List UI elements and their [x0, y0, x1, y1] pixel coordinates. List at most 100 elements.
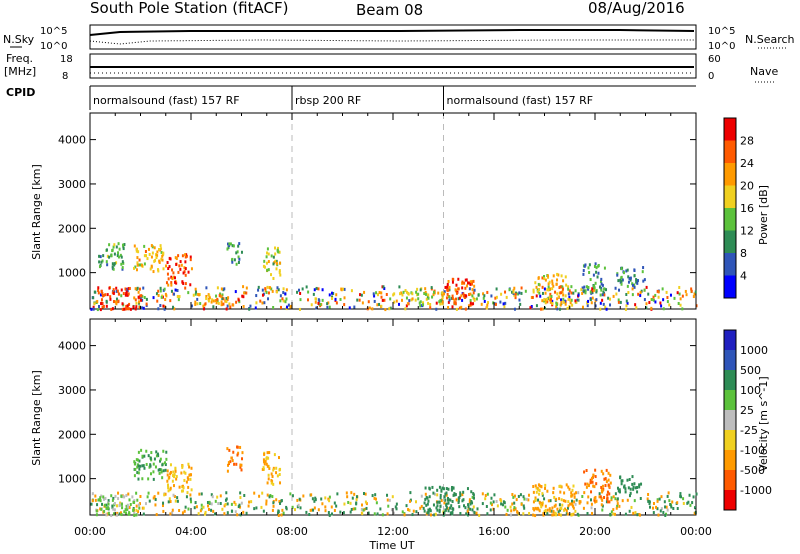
echo-speckle [476, 507, 479, 511]
echo-speckle [612, 495, 615, 499]
echo-cell [125, 504, 128, 508]
y-tick-label: 2000 [58, 222, 86, 235]
echo-cell [623, 484, 626, 488]
echo-cell [266, 251, 269, 255]
x-tick-label: 20:00 [579, 525, 611, 538]
echo-cell [438, 300, 441, 304]
echo-cell [164, 463, 167, 467]
echo-speckle [512, 290, 515, 294]
echo-speckle [646, 497, 649, 501]
echo-cell [95, 513, 98, 517]
echo-cell [263, 259, 266, 263]
echo-cell [624, 487, 627, 491]
echo-speckle [167, 500, 170, 504]
echo-cell [559, 303, 562, 307]
power-colorbar-swatch [724, 208, 736, 231]
echo-cell [447, 498, 450, 502]
echo-speckle [624, 512, 627, 516]
echo-cell [532, 490, 535, 494]
echo-cell [271, 474, 274, 478]
echo-cell [443, 292, 446, 296]
echo-cell [471, 501, 474, 505]
echo-cell [96, 299, 99, 303]
echo-cell [638, 485, 641, 489]
echo-speckle [142, 306, 145, 310]
echo-speckle [535, 294, 538, 298]
echo-cell [643, 278, 646, 282]
echo-speckle [673, 296, 676, 300]
echo-speckle [679, 494, 682, 498]
echo-cell [166, 261, 169, 265]
echo-cell [189, 477, 192, 481]
echo-cell [179, 267, 182, 271]
echo-cell [587, 287, 590, 291]
echo-cell [157, 454, 160, 458]
power-colorbar-swatch [724, 163, 736, 186]
echo-speckle [685, 293, 688, 297]
echo-cell [140, 294, 143, 298]
echo-cell [112, 291, 115, 295]
echo-cell [629, 278, 632, 282]
echo-speckle [691, 501, 694, 505]
echo-speckle [281, 508, 284, 512]
echo-speckle [219, 494, 222, 498]
echo-cell [593, 286, 596, 290]
echo-speckle [610, 498, 613, 502]
echo-cell [118, 247, 121, 251]
echo-speckle [144, 502, 147, 506]
echo-cell [629, 491, 632, 495]
echo-cell [544, 504, 547, 508]
echo-speckle [648, 500, 651, 504]
cpid-segment-label: rbsp 200 RF [295, 94, 361, 107]
echo-speckle [96, 503, 99, 507]
echo-cell [147, 247, 150, 251]
echo-speckle [362, 492, 365, 496]
echo-cell [632, 485, 635, 489]
echo-cell [99, 499, 102, 503]
echo-cell [535, 507, 538, 511]
echo-speckle [669, 502, 672, 506]
echo-cell [165, 264, 168, 268]
echo-speckle [314, 498, 317, 502]
echo-speckle [171, 508, 174, 512]
echo-speckle [365, 502, 368, 506]
echo-speckle [457, 499, 460, 503]
echo-cell [263, 265, 266, 269]
echo-speckle [447, 305, 450, 309]
echo-cell [98, 260, 101, 264]
echo-speckle [276, 286, 279, 290]
echo-cell [226, 469, 229, 473]
echo-cell [275, 471, 278, 475]
echo-cell [555, 282, 558, 286]
echo-cell [167, 489, 170, 493]
echo-cell [424, 290, 427, 294]
echo-cell [423, 501, 426, 505]
echo-speckle [157, 289, 160, 293]
echo-cell [560, 285, 563, 289]
echo-cell [128, 498, 131, 502]
echo-speckle [639, 496, 642, 500]
echo-speckle [169, 512, 172, 516]
echo-cell [137, 250, 140, 254]
echo-speckle [477, 293, 480, 297]
echo-cell [406, 302, 409, 306]
echo-cell [182, 281, 185, 285]
echo-cell [451, 510, 454, 514]
freq-label-line1: Freq. [6, 52, 33, 65]
echo-cell [152, 470, 155, 474]
echo-speckle [328, 499, 331, 503]
echo-cell [405, 290, 408, 294]
echo-cell [472, 496, 475, 500]
echo-speckle [657, 290, 660, 294]
echo-cell [146, 257, 149, 261]
echo-speckle [119, 501, 122, 505]
echo-speckle [415, 510, 418, 514]
echo-speckle [226, 502, 229, 506]
echo-cell [534, 496, 537, 500]
echo-speckle [608, 297, 611, 301]
echo-cell [464, 294, 467, 298]
echo-cell [112, 300, 115, 304]
echo-cell [631, 282, 634, 286]
echo-cell [102, 254, 105, 258]
echo-cell [97, 498, 100, 502]
